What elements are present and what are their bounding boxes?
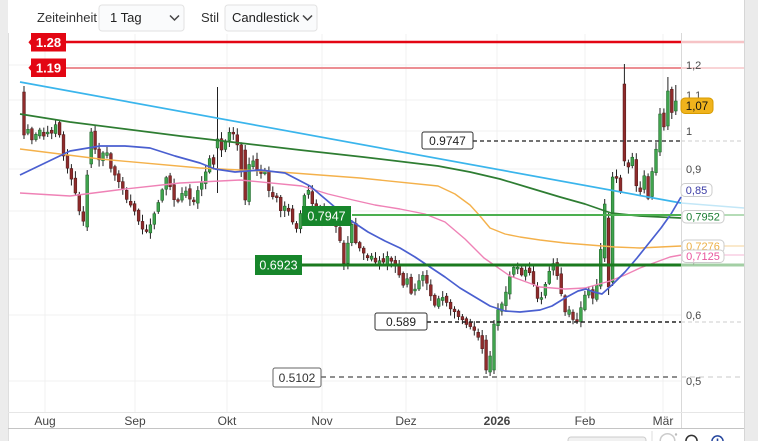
svg-text:0,7125: 0,7125 [686,251,720,263]
svg-text:Sep: Sep [124,414,146,428]
svg-text:0,6: 0,6 [686,310,701,322]
svg-text:Zeiteinheit: Zeiteinheit [37,10,97,25]
svg-text:0,9: 0,9 [686,164,701,176]
svg-text:0.6923: 0.6923 [259,259,297,273]
svg-text:1: 1 [686,126,692,138]
svg-text:Aug: Aug [34,414,55,428]
svg-text:Okt: Okt [218,414,237,428]
svg-text:Candlestick: Candlestick [232,10,300,25]
svg-text:1,07: 1,07 [686,101,708,113]
svg-text:0.589: 0.589 [386,315,416,329]
svg-text:0.5102: 0.5102 [279,371,316,385]
svg-text:1.19: 1.19 [36,60,61,75]
svg-text:2026: 2026 [484,414,511,428]
svg-text:Nov: Nov [311,414,332,428]
svg-text:Stil: Stil [201,10,219,25]
svg-text:0.9747: 0.9747 [429,134,466,148]
svg-text:Mär: Mär [653,414,674,428]
svg-text:Dez: Dez [395,414,416,428]
svg-text:0,5: 0,5 [686,376,701,388]
svg-text:0.7947: 0.7947 [307,210,345,224]
svg-text:1 Tag: 1 Tag [110,10,142,25]
svg-text:1.28: 1.28 [36,35,61,50]
svg-text:0,7952: 0,7952 [686,212,720,224]
svg-text:1,2: 1,2 [686,60,701,72]
svg-text:0,85: 0,85 [686,185,707,197]
svg-text:Feb: Feb [575,414,596,428]
